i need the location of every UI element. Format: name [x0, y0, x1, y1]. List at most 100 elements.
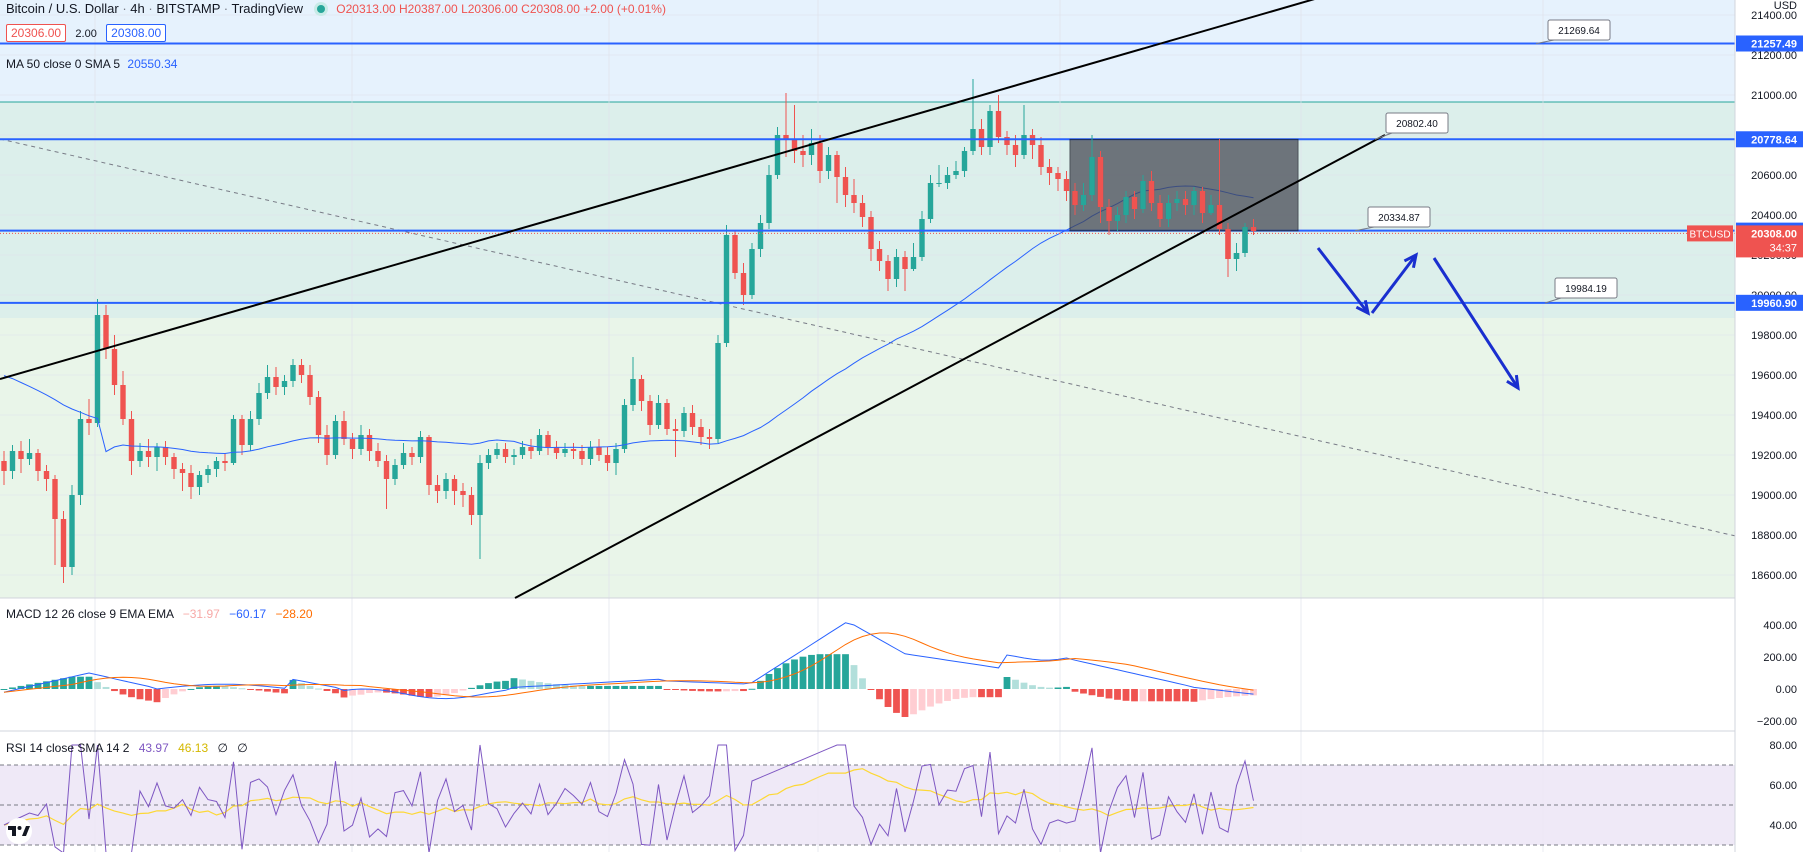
candle [766, 165, 772, 229]
candle [706, 429, 713, 449]
candle [137, 443, 143, 467]
candle [324, 425, 330, 465]
candle-body [477, 463, 483, 515]
macd-bar [655, 685, 662, 689]
candle-body [579, 451, 585, 459]
candle-body [978, 129, 985, 147]
candle [392, 459, 398, 485]
macd-bar [1080, 689, 1087, 694]
candle [35, 449, 41, 481]
candle-body [341, 421, 347, 439]
macd-bar [578, 685, 586, 689]
currency-label[interactable]: USD [1773, 0, 1797, 12]
candle [128, 411, 135, 475]
candle-body [672, 429, 679, 431]
symbol-name[interactable]: Bitcoin / U.S. Dollar [6, 1, 119, 16]
candle [885, 255, 891, 291]
macd-bar [995, 689, 1002, 698]
candle [213, 457, 220, 477]
price-tick-label: 19400.00 [1751, 410, 1797, 422]
candle-body [494, 449, 500, 455]
macd-bar [1250, 689, 1257, 696]
callout-text: 21269.64 [1558, 26, 1600, 37]
macd-bar [1216, 689, 1223, 698]
macd-bar [859, 678, 866, 689]
macd-tick-label: 0.00 [1776, 684, 1797, 696]
macd-bar [272, 689, 280, 693]
rsi-tick-label: 40.00 [1769, 820, 1797, 832]
candle-body [222, 461, 228, 463]
ask-button[interactable]: 20308.00 [106, 24, 167, 42]
candle-body-overlay [1131, 197, 1138, 209]
candle-body-overlay [1174, 199, 1180, 203]
tradingview-logo-icon[interactable] [4, 818, 34, 844]
candle-body [111, 349, 118, 385]
candle [77, 411, 84, 505]
macd-bar [1071, 689, 1079, 692]
candle-body [400, 453, 407, 465]
candle-body [162, 447, 169, 457]
macd-bar [374, 689, 382, 693]
ma-legend[interactable]: MA 50 close 0 SMA 5 20550.34 [6, 57, 178, 71]
macd-bar [264, 689, 271, 692]
candle [604, 447, 611, 471]
macd-bar [451, 689, 458, 694]
macd-bar [298, 683, 305, 689]
candle-body [528, 447, 534, 451]
candle [358, 425, 364, 455]
candle [18, 441, 24, 473]
candle [383, 455, 390, 509]
macd-bar [247, 689, 254, 690]
candle-body [987, 111, 993, 147]
candle-body [647, 401, 653, 425]
candle [205, 465, 211, 483]
macd-bar [570, 685, 577, 689]
macd-bar [1190, 689, 1198, 702]
candle-body [783, 135, 789, 139]
ma50-line [3, 185, 1254, 455]
macd-legend[interactable]: MACD 12 26 close 9 EMA EMA −31.97 −60.17… [6, 607, 313, 621]
candle [366, 429, 373, 461]
macd-bar [111, 689, 118, 692]
candle [740, 263, 747, 305]
macd-bar [1114, 689, 1121, 700]
rsi-legend[interactable]: RSI 14 close SMA 14 2 43.97 46.13 ∅ ∅ [6, 741, 248, 755]
candle [528, 439, 534, 459]
rsi-tick-label: 80.00 [1769, 740, 1797, 752]
candle-body [681, 413, 687, 431]
macd-bar [825, 654, 832, 689]
bid-button[interactable]: 20306.00 [6, 24, 67, 42]
candle-body [35, 453, 41, 471]
macd-bar [332, 689, 339, 694]
candle-body-overlay [1097, 157, 1104, 207]
candle-body [876, 249, 883, 261]
candle [978, 119, 985, 155]
candle-body [1021, 135, 1027, 155]
candle-body [205, 469, 211, 475]
candle-body [698, 427, 704, 437]
macd-bar [128, 689, 135, 698]
candle-body [953, 171, 959, 175]
macd-bar [621, 685, 628, 689]
candle-body [613, 449, 619, 463]
candle-body [570, 449, 577, 451]
level-price-tag [1736, 35, 1803, 52]
candle [494, 443, 500, 459]
candle-body-overlay [1080, 195, 1087, 205]
candle [290, 359, 296, 387]
candle-body [604, 455, 611, 463]
macd-bar [935, 689, 943, 704]
symbol-header[interactable]: Bitcoin / U.S. Dollar · 4h · BITSTAMP · … [6, 1, 666, 16]
macd-bar [136, 689, 144, 700]
macd-bar [230, 687, 237, 689]
upper-trendline [0, 0, 1315, 380]
macd-bar [1063, 686, 1070, 689]
candle [893, 249, 900, 287]
macd-bar [1122, 689, 1130, 701]
interval-label[interactable]: 4h [130, 1, 145, 16]
macd-bar [162, 689, 169, 698]
price-tick-label: 20400.00 [1751, 210, 1797, 222]
candle [239, 415, 245, 455]
candle-body [443, 479, 449, 491]
